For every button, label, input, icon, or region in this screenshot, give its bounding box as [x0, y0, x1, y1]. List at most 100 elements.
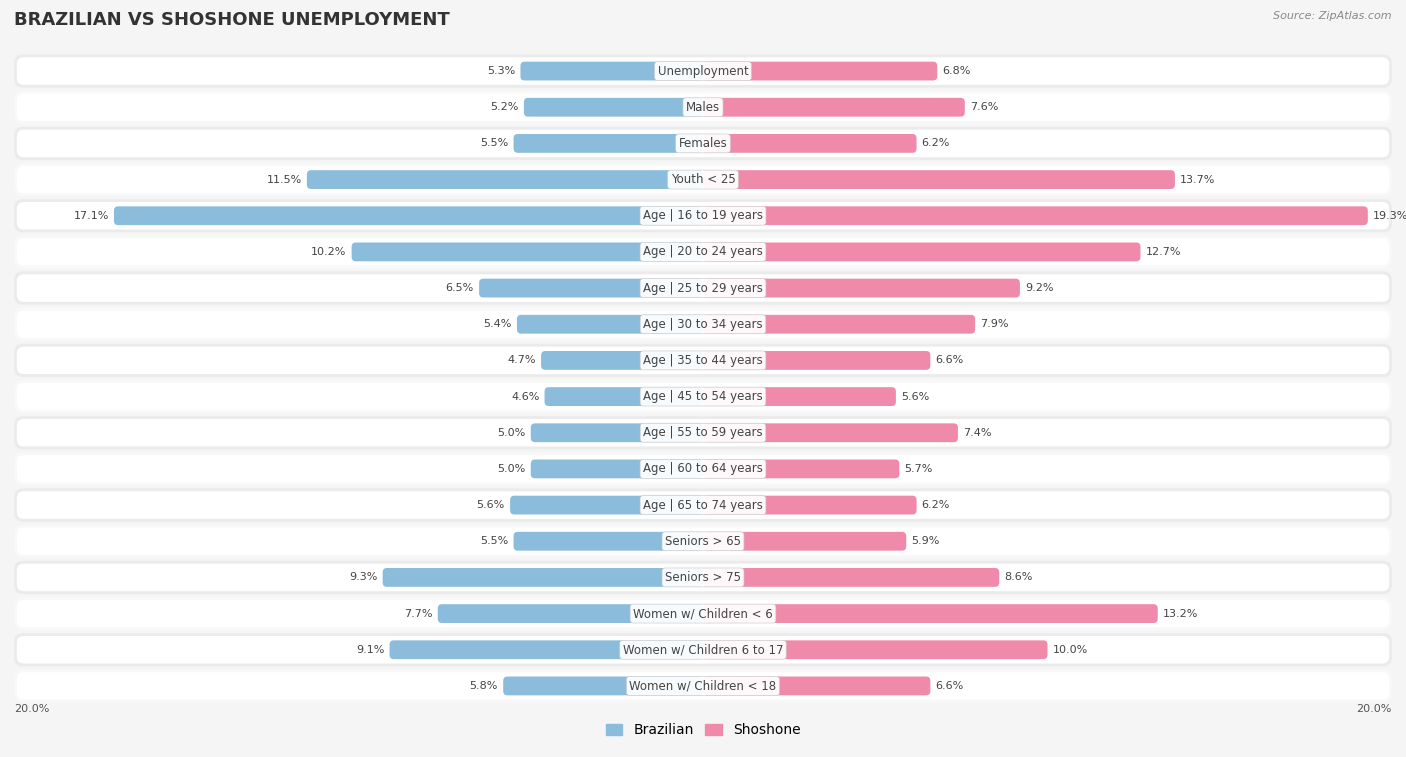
FancyBboxPatch shape [14, 525, 1392, 558]
FancyBboxPatch shape [510, 496, 703, 515]
FancyBboxPatch shape [17, 94, 1389, 121]
Text: 12.7%: 12.7% [1146, 247, 1181, 257]
FancyBboxPatch shape [703, 423, 957, 442]
FancyBboxPatch shape [703, 496, 917, 515]
FancyBboxPatch shape [703, 604, 1157, 623]
Text: 19.3%: 19.3% [1374, 210, 1406, 221]
Text: 5.7%: 5.7% [904, 464, 934, 474]
FancyBboxPatch shape [437, 604, 703, 623]
FancyBboxPatch shape [389, 640, 703, 659]
FancyBboxPatch shape [517, 315, 703, 334]
Text: 11.5%: 11.5% [267, 175, 302, 185]
Text: Source: ZipAtlas.com: Source: ZipAtlas.com [1274, 11, 1392, 21]
FancyBboxPatch shape [703, 207, 1368, 225]
FancyBboxPatch shape [17, 564, 1389, 591]
FancyBboxPatch shape [14, 380, 1392, 413]
FancyBboxPatch shape [703, 242, 1140, 261]
FancyBboxPatch shape [14, 163, 1392, 196]
Text: Women w/ Children 6 to 17: Women w/ Children 6 to 17 [623, 643, 783, 656]
FancyBboxPatch shape [17, 238, 1389, 266]
FancyBboxPatch shape [14, 126, 1392, 160]
FancyBboxPatch shape [14, 344, 1392, 377]
Text: 13.2%: 13.2% [1163, 609, 1198, 618]
Text: 6.2%: 6.2% [922, 139, 950, 148]
Text: 5.0%: 5.0% [498, 428, 526, 438]
FancyBboxPatch shape [14, 199, 1392, 232]
FancyBboxPatch shape [14, 272, 1392, 305]
Text: 5.6%: 5.6% [901, 391, 929, 401]
Text: Seniors > 65: Seniors > 65 [665, 534, 741, 548]
FancyBboxPatch shape [17, 455, 1389, 483]
Text: Unemployment: Unemployment [658, 64, 748, 77]
FancyBboxPatch shape [544, 387, 703, 406]
FancyBboxPatch shape [703, 134, 917, 153]
FancyBboxPatch shape [14, 55, 1392, 88]
FancyBboxPatch shape [307, 170, 703, 189]
FancyBboxPatch shape [14, 235, 1392, 269]
Text: 17.1%: 17.1% [73, 210, 108, 221]
Text: 10.2%: 10.2% [311, 247, 346, 257]
Text: Women w/ Children < 6: Women w/ Children < 6 [633, 607, 773, 620]
FancyBboxPatch shape [17, 274, 1389, 302]
FancyBboxPatch shape [17, 528, 1389, 555]
FancyBboxPatch shape [703, 677, 931, 696]
FancyBboxPatch shape [17, 383, 1389, 410]
FancyBboxPatch shape [14, 669, 1392, 702]
Text: 6.6%: 6.6% [935, 681, 963, 691]
Text: 5.4%: 5.4% [484, 319, 512, 329]
FancyBboxPatch shape [14, 597, 1392, 631]
Text: 7.9%: 7.9% [980, 319, 1008, 329]
FancyBboxPatch shape [524, 98, 703, 117]
FancyBboxPatch shape [17, 166, 1389, 193]
Text: Seniors > 75: Seniors > 75 [665, 571, 741, 584]
Text: 20.0%: 20.0% [1357, 704, 1392, 714]
FancyBboxPatch shape [17, 491, 1389, 519]
FancyBboxPatch shape [352, 242, 703, 261]
FancyBboxPatch shape [703, 387, 896, 406]
FancyBboxPatch shape [14, 91, 1392, 124]
Text: 6.2%: 6.2% [922, 500, 950, 510]
Text: 5.8%: 5.8% [470, 681, 498, 691]
Text: 8.6%: 8.6% [1004, 572, 1033, 582]
FancyBboxPatch shape [503, 677, 703, 696]
Text: Age | 65 to 74 years: Age | 65 to 74 years [643, 499, 763, 512]
Text: 5.5%: 5.5% [479, 536, 509, 547]
Text: Age | 30 to 34 years: Age | 30 to 34 years [643, 318, 763, 331]
FancyBboxPatch shape [703, 640, 1047, 659]
FancyBboxPatch shape [17, 672, 1389, 699]
Text: Age | 16 to 19 years: Age | 16 to 19 years [643, 209, 763, 223]
FancyBboxPatch shape [17, 419, 1389, 447]
FancyBboxPatch shape [14, 307, 1392, 341]
FancyBboxPatch shape [703, 315, 976, 334]
FancyBboxPatch shape [703, 61, 938, 80]
FancyBboxPatch shape [14, 633, 1392, 666]
FancyBboxPatch shape [17, 600, 1389, 628]
FancyBboxPatch shape [513, 134, 703, 153]
Text: Women w/ Children < 18: Women w/ Children < 18 [630, 680, 776, 693]
Text: 5.5%: 5.5% [479, 139, 509, 148]
Text: 7.6%: 7.6% [970, 102, 998, 112]
FancyBboxPatch shape [531, 423, 703, 442]
Text: Age | 45 to 54 years: Age | 45 to 54 years [643, 390, 763, 403]
Text: 7.4%: 7.4% [963, 428, 991, 438]
FancyBboxPatch shape [703, 568, 1000, 587]
FancyBboxPatch shape [17, 58, 1389, 85]
Text: Females: Females [679, 137, 727, 150]
Text: 6.8%: 6.8% [942, 66, 970, 76]
FancyBboxPatch shape [14, 488, 1392, 522]
FancyBboxPatch shape [17, 347, 1389, 374]
Text: Age | 25 to 29 years: Age | 25 to 29 years [643, 282, 763, 294]
FancyBboxPatch shape [17, 129, 1389, 157]
FancyBboxPatch shape [703, 459, 900, 478]
Text: 4.6%: 4.6% [510, 391, 540, 401]
Text: 9.3%: 9.3% [349, 572, 377, 582]
FancyBboxPatch shape [14, 452, 1392, 485]
Text: Age | 35 to 44 years: Age | 35 to 44 years [643, 354, 763, 367]
Text: BRAZILIAN VS SHOSHONE UNEMPLOYMENT: BRAZILIAN VS SHOSHONE UNEMPLOYMENT [14, 11, 450, 30]
FancyBboxPatch shape [14, 416, 1392, 450]
Text: 10.0%: 10.0% [1053, 645, 1088, 655]
FancyBboxPatch shape [479, 279, 703, 298]
FancyBboxPatch shape [520, 61, 703, 80]
FancyBboxPatch shape [513, 532, 703, 550]
FancyBboxPatch shape [703, 170, 1175, 189]
